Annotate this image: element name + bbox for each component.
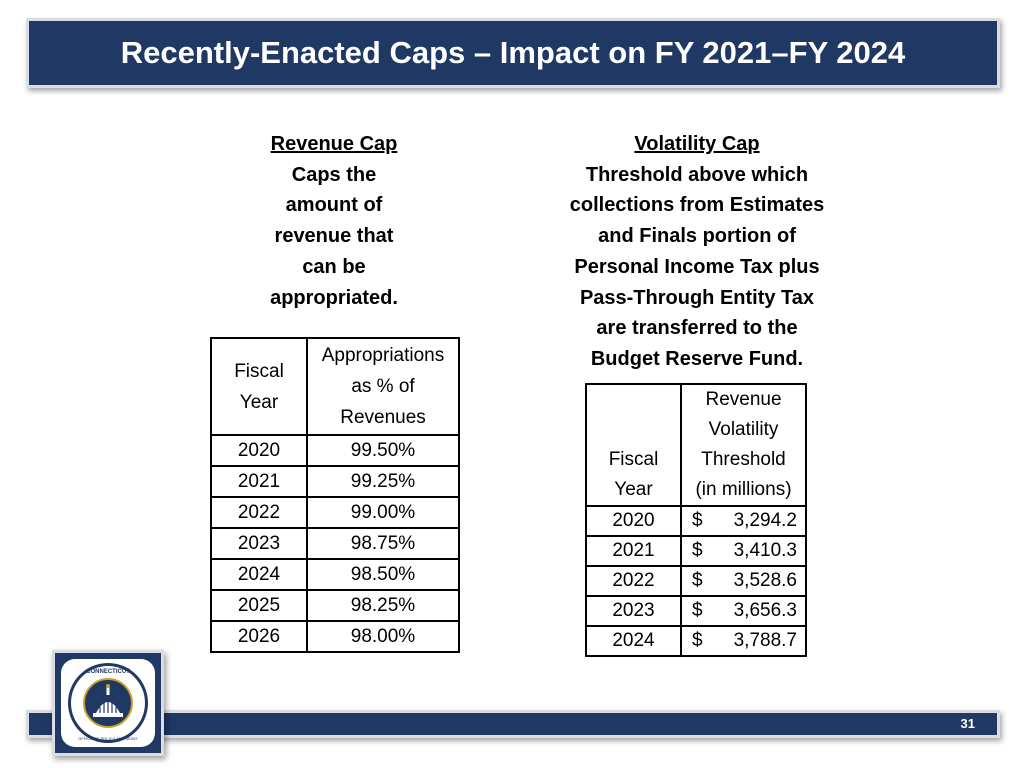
revenue-cap-line: amount of [285, 194, 383, 217]
fiscal-year-cell: 2020 [210, 434, 308, 467]
table-row: 2021 99.25% [210, 465, 460, 498]
slide-title: Recently-Enacted Caps – Impact on FY 202… [120, 35, 906, 70]
table-header-threshold: Revenue Volatility Threshold (in million… [680, 383, 807, 507]
table-row: 2023 98.75% [210, 527, 460, 560]
threshold-cell: $3,788.7 [680, 625, 807, 657]
seal-logo: CONNECTICUT OFFICE OF POLICY AND MGMT [61, 659, 155, 747]
fiscal-year-cell: 2020 [585, 505, 682, 537]
fiscal-year-cell: 2022 [210, 496, 308, 529]
volatility-cap-heading-block: Volatility Cap Threshold above which col… [547, 129, 847, 375]
percent-cell: 98.00% [306, 620, 460, 653]
threshold-cell: $3,528.6 [680, 565, 807, 597]
currency-symbol: $ [692, 630, 703, 651]
volatility-cap-line: Budget Reserve Fund. [590, 347, 804, 370]
header-line: Fiscal [608, 449, 659, 470]
header-line: Threshold [701, 449, 786, 470]
volatility-cap-line: Personal Income Tax plus [574, 255, 820, 278]
revenue-cap-table: Fiscal Year Appropriations as % of Reven… [210, 337, 460, 653]
currency-symbol: $ [692, 600, 703, 621]
volatility-cap-line: and Finals portion of [598, 225, 796, 248]
volatility-cap-line: Threshold above which [585, 163, 809, 186]
table-row: 2024 98.50% [210, 558, 460, 591]
header-line: as % of [351, 376, 415, 397]
threshold-value: 3,528.6 [733, 570, 797, 591]
table-header-fiscal-year: Fiscal Year [210, 337, 308, 436]
title-bar: Recently-Enacted Caps – Impact on FY 202… [26, 18, 1000, 88]
revenue-cap-line: can be [302, 255, 366, 278]
threshold-cell: $3,294.2 [680, 505, 807, 537]
table-row: 2025 98.25% [210, 589, 460, 622]
volatility-cap-line: are transferred to the [596, 317, 798, 340]
fiscal-year-cell: 2025 [210, 589, 308, 622]
threshold-cell: $3,410.3 [680, 535, 807, 567]
svg-text:OFFICE OF POLICY AND MGMT: OFFICE OF POLICY AND MGMT [78, 736, 138, 741]
currency-symbol: $ [692, 510, 703, 531]
volatility-cap-table: Fiscal Year Revenue Volatility Threshold… [585, 383, 807, 657]
volatility-cap-line: Pass-Through Entity Tax [579, 286, 815, 309]
table-row: 2020 $3,294.2 [585, 505, 807, 537]
revenue-cap-heading-block: Revenue Cap Caps the amount of revenue t… [234, 129, 434, 313]
footer-bar: 31 [26, 710, 1000, 738]
table-row: 2023 $3,656.3 [585, 595, 807, 627]
volatility-cap-line: collections from Estimates [569, 194, 825, 217]
table-header-appropriations: Appropriations as % of Revenues [306, 337, 460, 436]
percent-cell: 99.25% [306, 465, 460, 498]
fiscal-year-cell: 2023 [585, 595, 682, 627]
table-row: 2022 $3,528.6 [585, 565, 807, 597]
threshold-cell: $3,656.3 [680, 595, 807, 627]
fiscal-year-cell: 2021 [585, 535, 682, 567]
table-row: 2022 99.00% [210, 496, 460, 529]
fiscal-year-cell: 2023 [210, 527, 308, 560]
header-line: Appropriations [321, 345, 445, 366]
threshold-value: 3,656.3 [733, 600, 797, 621]
fiscal-year-cell: 2024 [210, 558, 308, 591]
table-header-fiscal-year: Fiscal Year [585, 383, 682, 507]
percent-cell: 98.50% [306, 558, 460, 591]
header-line: Year [614, 479, 653, 500]
header-line: Year [239, 391, 279, 413]
header-line: (in millions) [695, 479, 792, 500]
percent-cell: 99.00% [306, 496, 460, 529]
revenue-cap-line: Caps the [291, 163, 377, 186]
header-line: Revenue [705, 389, 782, 410]
threshold-value: 3,294.2 [733, 510, 797, 531]
percent-cell: 98.75% [306, 527, 460, 560]
revenue-cap-heading: Revenue Cap [270, 133, 398, 155]
threshold-value: 3,788.7 [733, 630, 797, 651]
table-row: 2026 98.00% [210, 620, 460, 653]
page-number: 31 [960, 716, 975, 731]
fiscal-year-cell: 2024 [585, 625, 682, 657]
revenue-cap-line: revenue that [274, 225, 394, 248]
header-line: Volatility [708, 419, 779, 440]
percent-cell: 99.50% [306, 434, 460, 467]
fiscal-year-cell: 2022 [585, 565, 682, 597]
currency-symbol: $ [692, 540, 703, 561]
percent-cell: 98.25% [306, 589, 460, 622]
threshold-value: 3,410.3 [733, 540, 797, 561]
currency-symbol: $ [692, 570, 703, 591]
svg-text:CONNECTICUT: CONNECTICUT [86, 669, 130, 675]
fiscal-year-cell: 2021 [210, 465, 308, 498]
fiscal-year-cell: 2026 [210, 620, 308, 653]
revenue-cap-line: appropriated. [270, 286, 398, 309]
table-row: 2020 99.50% [210, 434, 460, 467]
table-row: 2021 $3,410.3 [585, 535, 807, 567]
seal-icon: CONNECTICUT OFFICE OF POLICY AND MGMT [68, 663, 148, 743]
table-row: 2024 $3,788.7 [585, 625, 807, 657]
seal-logo-frame: CONNECTICUT OFFICE OF POLICY AND MGMT [52, 650, 164, 756]
volatility-cap-heading: Volatility Cap [634, 133, 760, 155]
header-line: Revenues [340, 407, 426, 428]
header-line: Fiscal [234, 360, 284, 382]
